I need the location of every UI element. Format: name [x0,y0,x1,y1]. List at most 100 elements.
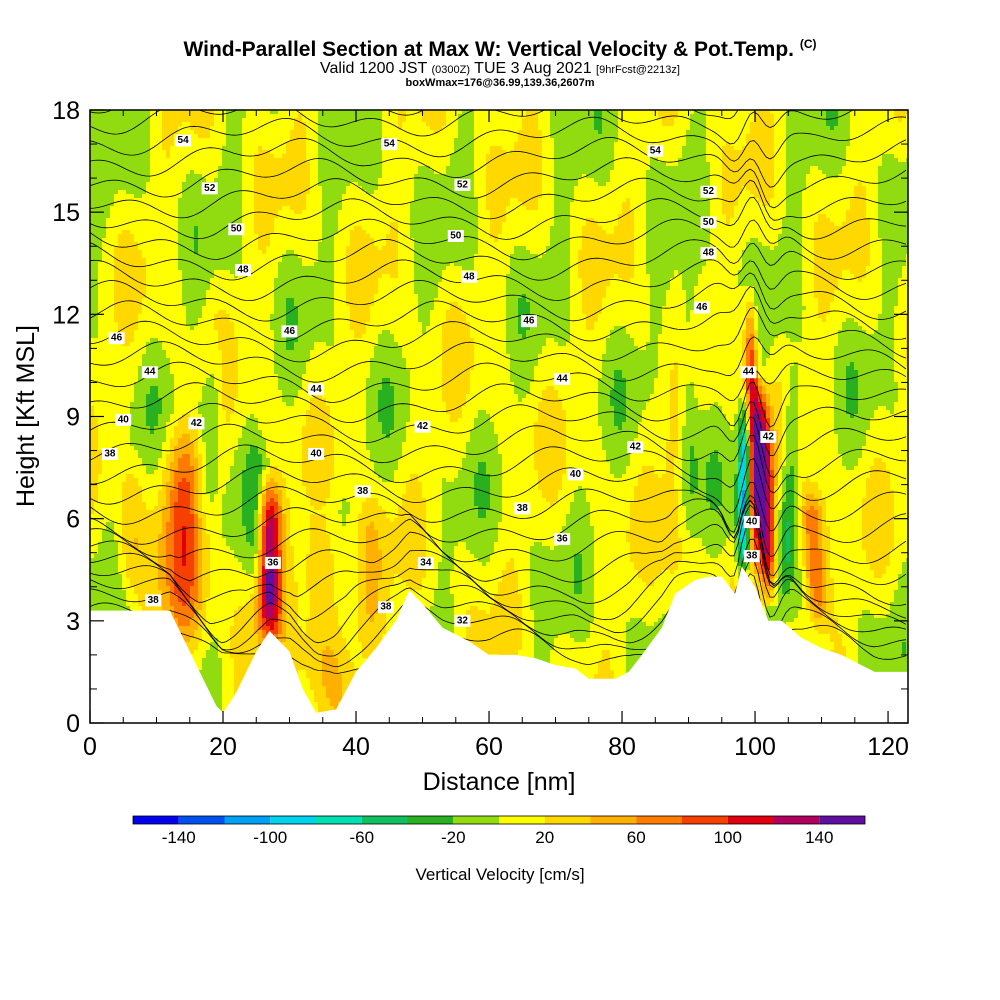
colorbar-swatch [591,816,637,824]
isentrope-label: 52 [700,186,716,198]
isentrope-label: 46 [694,302,710,314]
x-tick-label: 60 [475,733,503,761]
colorbar-tick-label: 60 [627,828,646,847]
colorbar-swatch [453,816,499,824]
isentrope-label: 40 [744,516,760,528]
isentrope-label: 48 [235,264,251,276]
isentrope-label: 44 [142,366,158,378]
isentrope-label-text: 36 [557,534,569,545]
isentrope-label-text: 46 [696,302,708,313]
isentrope-label: 42 [760,431,776,443]
isentrope-label: 38 [514,502,530,514]
isentrope-label-text: 44 [557,374,569,385]
isentrope-label-text: 42 [417,421,429,432]
isentrope-label-text: 40 [311,448,323,459]
isentrope-label-text: 50 [703,217,715,228]
isentrope-label-text: 44 [144,367,156,378]
isentrope-label-text: 44 [311,384,323,395]
y-tick-label: 3 [66,608,80,636]
isentrope-label-text: 46 [523,316,535,327]
colorbar-swatch [728,816,774,824]
isentrope-label: 42 [188,417,204,429]
y-tick-label: 0 [66,710,80,738]
isentrope-label-text: 46 [111,333,123,344]
isentrope-label-text: 48 [237,265,249,276]
isentrope-label-text: 50 [231,224,243,235]
x-tick-label: 100 [734,733,776,761]
isentrope-label: 46 [282,325,298,337]
isentrope-label: 54 [381,138,397,150]
colorbar-swatch [362,816,408,824]
colorbar-swatch [774,816,820,824]
isentrope-label: 40 [308,448,324,460]
isentrope-label-text: 42 [763,431,775,442]
colorbar-tick-label: 140 [805,828,833,847]
isentrope-label-text: 40 [118,414,130,425]
isentrope-label: 38 [744,550,760,562]
colorbar-swatch [499,816,545,824]
isentrope-label-text: 38 [357,486,369,497]
isentrope-label: 38 [145,594,161,606]
isentrope-label-text: 48 [703,248,715,259]
isentrope-label: 44 [308,383,324,395]
colorbar-title: Vertical Velocity [cm/s] [415,865,584,884]
y-tick-label: 15 [52,199,80,227]
colorbar-tick-label: -100 [253,828,287,847]
colorbar: -140 -100 -60 -20 20 60 100 140 [133,816,865,847]
y-tick-label: 6 [66,506,80,534]
isentrope-label: 46 [521,315,537,327]
isentrope-label-text: 38 [104,448,116,459]
colorbar-tick-label: -60 [349,828,374,847]
isentrope-label: 52 [202,182,218,194]
isentrope-label: 38 [355,485,371,497]
isentrope-label-text: 38 [148,595,160,606]
colorbar-tick-label: -20 [441,828,466,847]
isentrope-label-text: 54 [650,145,662,156]
isentrope-label: 50 [700,216,716,228]
isentrope-label: 52 [454,179,470,191]
isentrope-label: 38 [378,601,394,613]
x-axis-title: Distance [nm] [423,768,576,796]
isentrope-label: 36 [554,533,570,545]
colorbar-tick-label: 100 [714,828,742,847]
isentrope-label: 42 [627,441,643,453]
isentrope-label: 48 [700,247,716,259]
x-tick-label: 80 [608,733,636,761]
y-tick-label: 12 [52,301,80,329]
colorbar-swatch [819,816,865,824]
x-tick-label: 120 [867,733,909,761]
isentrope-label: 42 [415,421,431,433]
isentrope-label: 54 [647,145,663,157]
isentrope-label-text: 38 [380,602,392,613]
isentrope-label-text: 52 [204,183,216,194]
colorbar-swatch [636,816,682,824]
isentrope-label-text: 42 [191,418,203,429]
colorbar-swatch [133,816,179,824]
colorbar-swatch [408,816,454,824]
isentrope-label: 40 [567,468,583,480]
isentrope-label: 50 [448,230,464,242]
cross-section-chart: 54 545452 52525050504848484646464644444444… [0,0,1000,1000]
isentrope-label: 44 [740,366,756,378]
isentrope-label-text: 54 [178,135,190,146]
isentrope-label-text: 42 [630,442,642,453]
isentrope-label: 40 [115,414,131,426]
y-tick-label: 9 [66,404,80,432]
colorbar-swatch [179,816,225,824]
x-tick-label: 40 [342,733,370,761]
x-tick-label: 20 [209,733,237,761]
isentrope-label-text: 40 [746,517,758,528]
isentrope-label: 54 [175,135,191,147]
isentrope-label: 34 [418,557,434,569]
colorbar-swatch [682,816,728,824]
isentrope-label-text: 38 [746,551,758,562]
y-tick-label: 18 [52,97,80,125]
colorbar-tick-label: 20 [535,828,554,847]
colorbar-swatch [270,816,316,824]
isentrope-label-text: 52 [703,186,715,197]
isentrope-label-text: 32 [457,615,469,626]
isentrope-label-text: 44 [743,367,755,378]
colorbar-swatch [545,816,591,824]
colorbar-swatch [316,816,362,824]
colorbar-tick-label: -140 [162,828,196,847]
